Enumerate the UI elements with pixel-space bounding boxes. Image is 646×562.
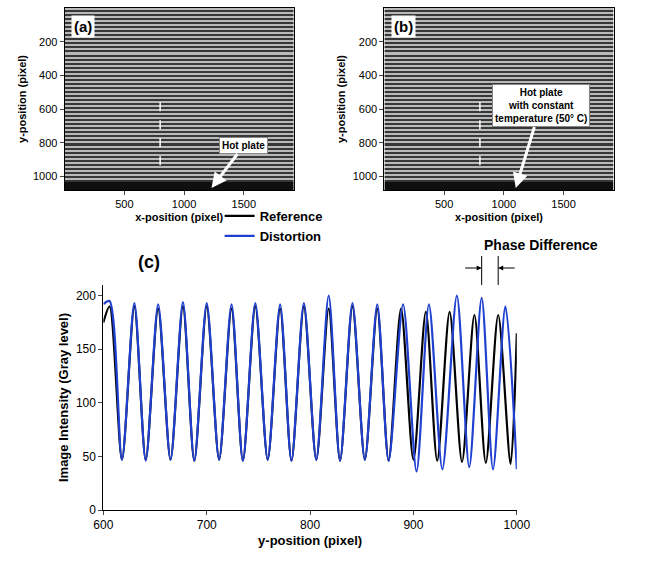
svg-text:800: 800 bbox=[39, 137, 57, 149]
svg-text:700: 700 bbox=[197, 518, 217, 532]
svg-text:500: 500 bbox=[115, 198, 133, 210]
svg-text:y-position (pixel): y-position (pixel) bbox=[258, 533, 362, 548]
svg-text:y-position (pixel): y-position (pixel) bbox=[335, 55, 347, 143]
svg-text:800: 800 bbox=[359, 137, 377, 149]
svg-text:200: 200 bbox=[76, 289, 96, 303]
svg-text:900: 900 bbox=[403, 518, 423, 532]
svg-text:(a): (a) bbox=[74, 18, 92, 35]
svg-text:Reference: Reference bbox=[260, 209, 323, 224]
svg-text:Hot platewith constanttemperat: Hot platewith constanttemperature (50° C… bbox=[495, 87, 587, 124]
svg-text:1000: 1000 bbox=[33, 170, 57, 182]
svg-text:400: 400 bbox=[39, 69, 57, 81]
svg-text:1000: 1000 bbox=[172, 198, 196, 210]
svg-text:200: 200 bbox=[359, 36, 377, 48]
svg-text:1000: 1000 bbox=[492, 198, 516, 210]
svg-text:Image Intensity (Gray level): Image Intensity (Gray level) bbox=[56, 313, 71, 482]
svg-text:0: 0 bbox=[89, 503, 96, 517]
svg-text:Distortion: Distortion bbox=[260, 229, 321, 244]
svg-text:600: 600 bbox=[93, 518, 113, 532]
svg-text:(c): (c) bbox=[138, 252, 160, 272]
svg-text:100: 100 bbox=[76, 396, 96, 410]
svg-text:600: 600 bbox=[39, 103, 57, 115]
svg-text:1500: 1500 bbox=[232, 198, 256, 210]
svg-text:Phase Difference: Phase Difference bbox=[484, 237, 598, 253]
svg-text:400: 400 bbox=[359, 69, 377, 81]
svg-text:x-position (pixel): x-position (pixel) bbox=[135, 211, 223, 223]
svg-text:50: 50 bbox=[83, 450, 97, 464]
svg-text:1000: 1000 bbox=[503, 518, 530, 532]
svg-text:Hot plate: Hot plate bbox=[222, 140, 265, 151]
svg-text:x-position (pixel): x-position (pixel) bbox=[455, 211, 543, 223]
svg-text:500: 500 bbox=[435, 198, 453, 210]
svg-text:y-position (pixel): y-position (pixel) bbox=[16, 55, 28, 143]
svg-text:1000: 1000 bbox=[353, 170, 377, 182]
svg-text:150: 150 bbox=[76, 342, 96, 356]
svg-text:1500: 1500 bbox=[551, 198, 575, 210]
svg-text:600: 600 bbox=[359, 103, 377, 115]
svg-text:800: 800 bbox=[300, 518, 320, 532]
svg-text:(b): (b) bbox=[394, 18, 413, 35]
svg-text:200: 200 bbox=[39, 36, 57, 48]
